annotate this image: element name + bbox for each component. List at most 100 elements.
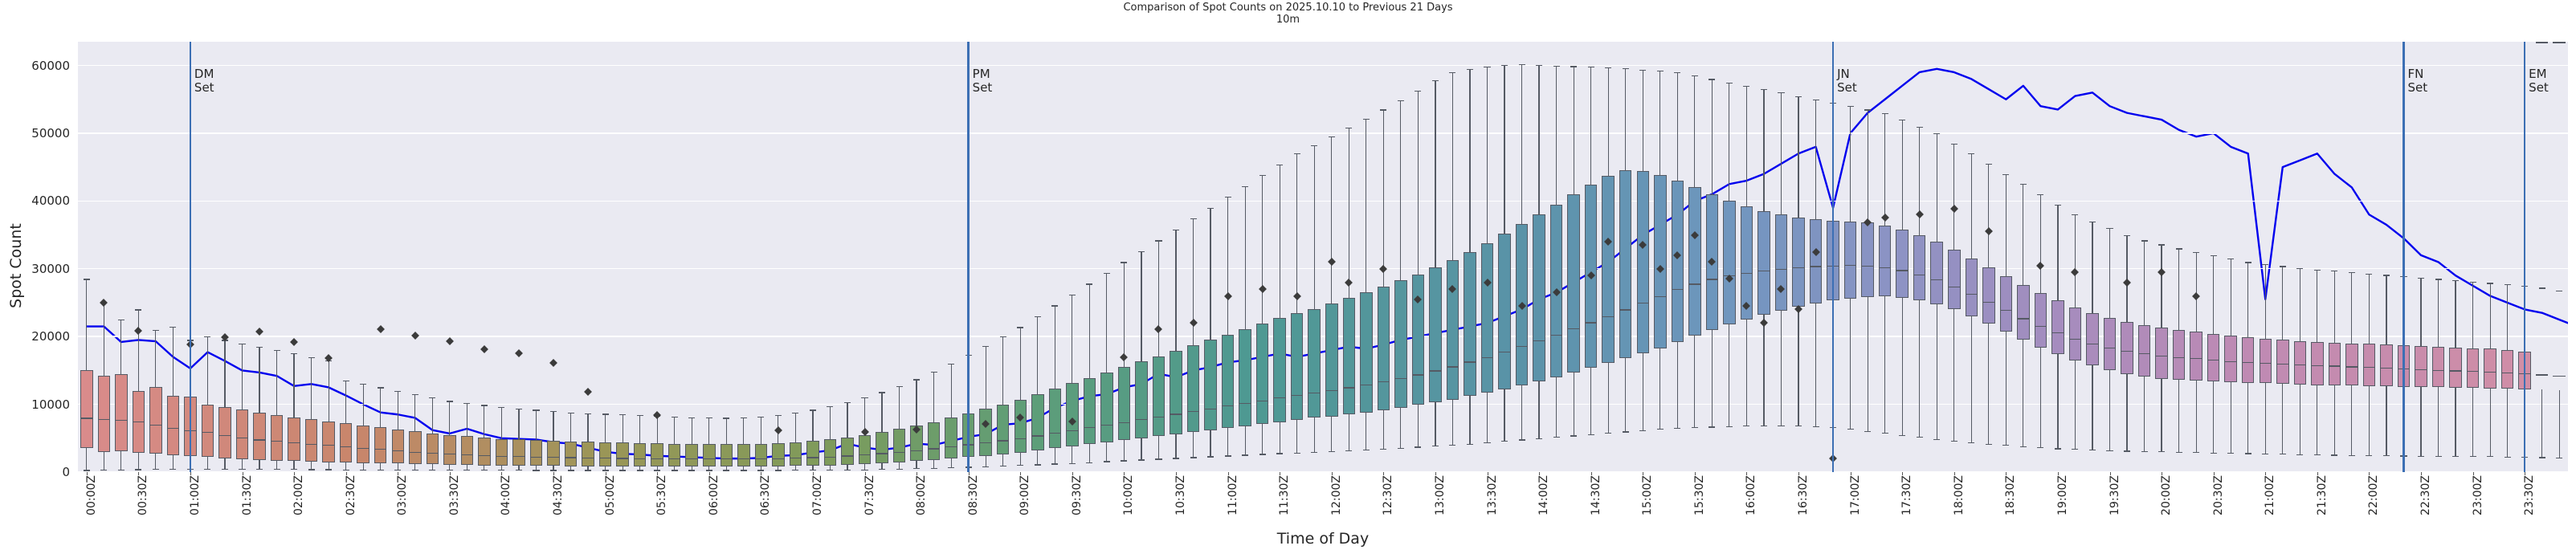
whisker-high (1763, 89, 1765, 211)
median-line (667, 458, 681, 460)
whisker-low (414, 463, 416, 470)
median-line (409, 451, 422, 453)
cap-low (325, 469, 333, 470)
whisker-low (674, 466, 676, 470)
box (201, 404, 214, 458)
box (1048, 389, 1062, 449)
cap-low (2141, 450, 2148, 453)
cap-high (723, 417, 730, 419)
median-line (1671, 289, 1684, 291)
median-line (512, 456, 525, 458)
x-tick-label: 14:00Z (1537, 475, 1551, 515)
cap-high (549, 411, 557, 413)
cap-high (602, 413, 609, 415)
whisker-low (2178, 380, 2180, 452)
box (1014, 399, 1027, 453)
cap-high (809, 409, 816, 411)
median-line (1567, 328, 1580, 330)
whisker-high (224, 340, 226, 407)
median-line (892, 451, 906, 453)
box (80, 370, 93, 449)
whisker-low (2472, 388, 2474, 457)
page-title: Comparison of Spot Counts on 2025.10.10 … (1123, 2, 1453, 14)
cap-low (2366, 455, 2373, 457)
cap-high (1847, 106, 1854, 108)
median-line (1861, 265, 1874, 267)
box (253, 412, 266, 460)
median-line (1584, 322, 1598, 324)
cap-low (2452, 455, 2460, 458)
x-tick-mark (657, 472, 659, 475)
median-line (858, 454, 872, 456)
whisker-low (345, 462, 347, 470)
box (512, 439, 525, 466)
median-line (564, 457, 578, 458)
cap-low (1466, 443, 1473, 445)
x-tick-label: 17:30Z (1900, 475, 1914, 515)
median-line (1533, 340, 1545, 342)
cap-high (308, 356, 315, 358)
whisker-low (2455, 387, 2456, 456)
cap-low (1501, 441, 1508, 442)
box (564, 442, 578, 466)
whisker-high (1953, 143, 1955, 250)
box (2017, 285, 2030, 340)
cap-low (273, 469, 280, 470)
median-line (720, 458, 733, 460)
whisker-high (1175, 229, 1177, 351)
box (2276, 340, 2289, 385)
whisker-high (933, 372, 935, 422)
x-tick-mark (294, 472, 296, 475)
whisker-high (569, 412, 572, 442)
median-line (651, 458, 663, 459)
median-line (149, 424, 162, 426)
box (2051, 300, 2064, 355)
median-line (1654, 295, 1667, 297)
box (2449, 347, 2462, 388)
median-line (1290, 394, 1304, 396)
whisker-low (1901, 298, 1903, 435)
x-tick-label: 16:00Z (1745, 475, 1758, 515)
median-line (1083, 427, 1096, 429)
y-tick-label: 50000 (31, 125, 70, 141)
x-axis-label: Time of Day (1276, 530, 1370, 548)
x-tick-mark (1902, 472, 1904, 475)
event-line-fn (2402, 42, 2405, 472)
box (2535, 42, 2549, 43)
cap-low (1242, 454, 1249, 456)
median-line (1446, 366, 1459, 368)
whisker-high (639, 415, 641, 443)
box (1394, 280, 1407, 408)
cap-high (256, 346, 263, 348)
x-tick-mark (2265, 472, 2267, 475)
whisker-high (1607, 67, 1609, 177)
box (2431, 346, 2445, 388)
x-tick-label: 19:00Z (2055, 475, 2069, 515)
cap-low (1293, 452, 1300, 454)
box (772, 443, 785, 466)
cap-low (1847, 428, 1854, 430)
x-tick-mark (2109, 472, 2111, 475)
whisker-high (1192, 218, 1194, 346)
x-tick-label: 06:00Z (707, 475, 721, 515)
cap-high (1328, 136, 1335, 138)
whisker-high (2264, 263, 2266, 339)
median-line (1117, 422, 1131, 423)
cap-low (913, 468, 921, 470)
whisker-high (1157, 240, 1160, 356)
box (1221, 334, 1235, 429)
whisker-high (2005, 173, 2007, 277)
whisker-low (1486, 393, 1488, 442)
box (1325, 303, 1338, 417)
median-line (1843, 264, 1857, 266)
cap-high (2538, 287, 2545, 289)
cap-high (1431, 80, 1439, 82)
whisker-high (172, 326, 174, 396)
whisker-low (155, 454, 157, 470)
x-tick-label: 02:00Z (292, 475, 306, 515)
cap-high (1864, 109, 1872, 111)
cap-low (1311, 451, 1318, 453)
cap-low (1328, 450, 1335, 453)
box (1360, 292, 1373, 413)
median-line (1480, 356, 1494, 358)
